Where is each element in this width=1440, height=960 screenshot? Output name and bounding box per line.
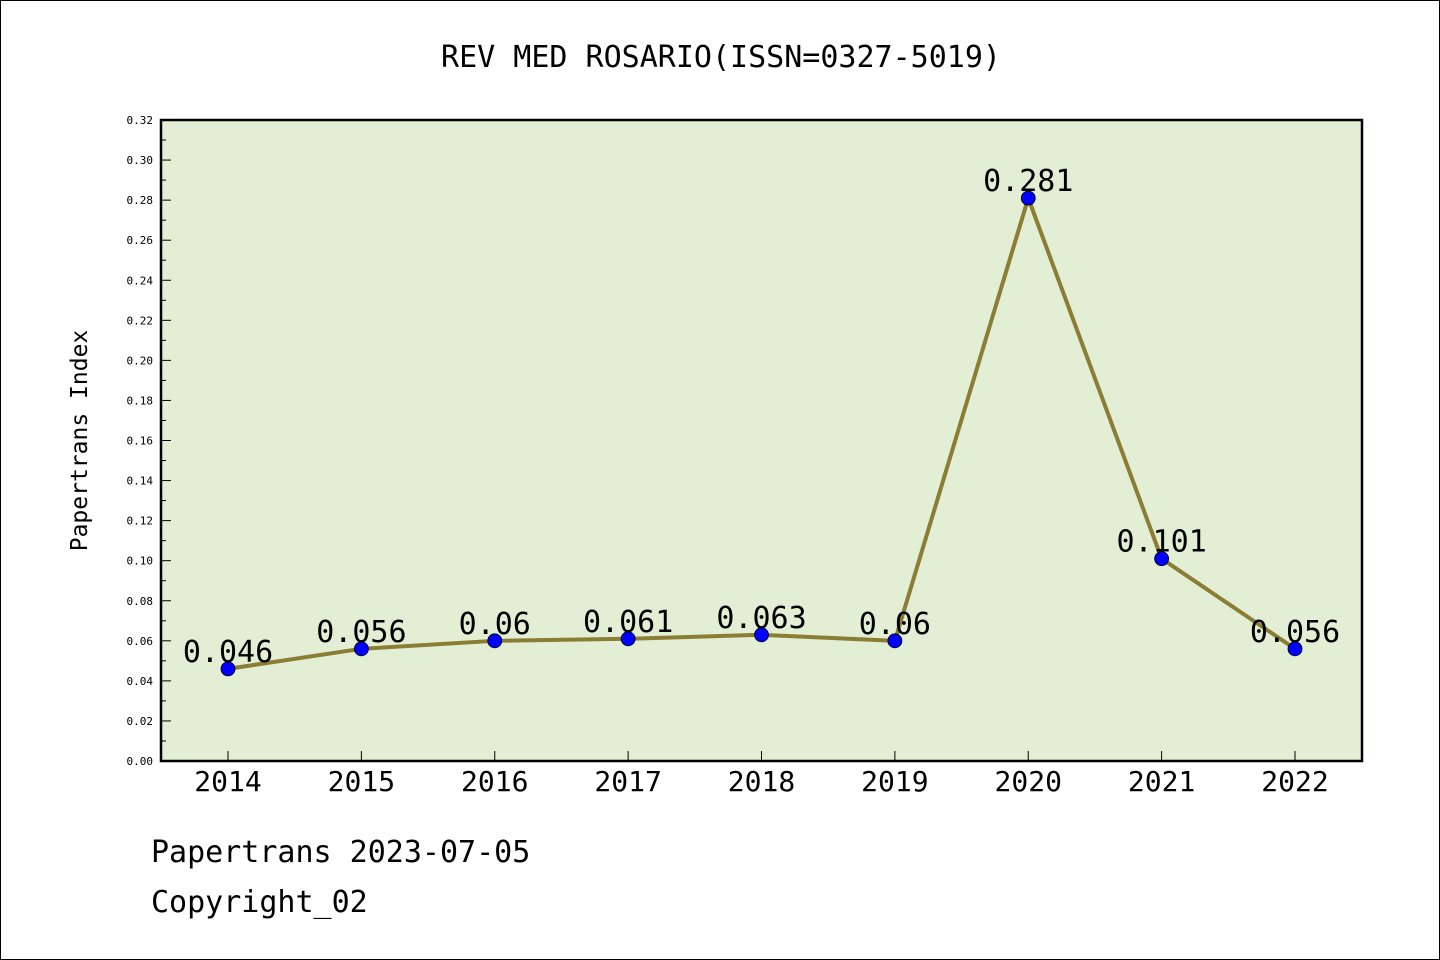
y-tick-label: 0.12 bbox=[127, 515, 154, 528]
x-tick-label: 2014 bbox=[194, 765, 261, 798]
x-tick-label: 2021 bbox=[1128, 765, 1195, 798]
data-point bbox=[220, 661, 236, 677]
y-tick-label: 0.30 bbox=[127, 154, 154, 167]
data-label: 0.056 bbox=[316, 615, 406, 650]
data-point bbox=[487, 633, 503, 649]
y-tick-label: 0.00 bbox=[127, 755, 154, 768]
y-axis-label: Papertrans Index bbox=[67, 330, 93, 552]
y-tick-label: 0.26 bbox=[127, 234, 154, 247]
footer-date: Papertrans 2023-07-05 bbox=[151, 835, 531, 870]
y-tick-label: 0.08 bbox=[127, 595, 154, 608]
data-label: 0.06 bbox=[459, 607, 531, 642]
data-label: 0.056 bbox=[1250, 615, 1340, 650]
y-tick-label: 0.18 bbox=[127, 394, 154, 407]
y-tick-label: 0.28 bbox=[127, 194, 154, 207]
data-point bbox=[1020, 190, 1036, 206]
plot-area bbox=[161, 120, 1362, 761]
y-tick-label: 0.02 bbox=[127, 715, 154, 728]
data-label: 0.06 bbox=[859, 607, 931, 642]
x-tick-label: 2022 bbox=[1261, 765, 1328, 798]
footer-copyright: Copyright_02 bbox=[151, 885, 368, 920]
x-tick-label: 2018 bbox=[728, 765, 795, 798]
chart-title: REV MED ROSARIO(ISSN=0327-5019) bbox=[441, 40, 1001, 75]
data-point bbox=[1154, 551, 1170, 567]
y-tick-label: 0.22 bbox=[127, 314, 154, 327]
x-tick-label: 2019 bbox=[861, 765, 928, 798]
plot-border bbox=[159, 118, 1364, 763]
data-label: 0.101 bbox=[1116, 525, 1206, 560]
data-point bbox=[620, 631, 636, 647]
data-point bbox=[887, 633, 903, 649]
y-tick-label: 0.10 bbox=[127, 555, 154, 568]
y-tick-label: 0.04 bbox=[127, 675, 154, 688]
y-tick-label: 0.24 bbox=[127, 274, 154, 287]
y-tick-label: 0.06 bbox=[127, 635, 154, 648]
data-point bbox=[353, 641, 369, 657]
x-tick-label: 2017 bbox=[594, 765, 661, 798]
y-tick-label: 0.20 bbox=[127, 354, 154, 367]
data-label: 0.046 bbox=[183, 635, 273, 670]
x-tick-label: 2016 bbox=[461, 765, 528, 798]
data-label: 0.061 bbox=[583, 605, 673, 640]
x-tick-label: 2020 bbox=[995, 765, 1062, 798]
data-label: 0.063 bbox=[716, 601, 806, 636]
y-tick-label: 0.32 bbox=[127, 114, 154, 127]
data-point bbox=[1287, 641, 1303, 657]
data-label: 0.281 bbox=[983, 164, 1073, 199]
data-point bbox=[754, 627, 769, 643]
y-tick-label: 0.14 bbox=[127, 475, 154, 488]
y-tick-label: 0.16 bbox=[127, 435, 154, 448]
x-tick-label: 2015 bbox=[328, 765, 395, 798]
